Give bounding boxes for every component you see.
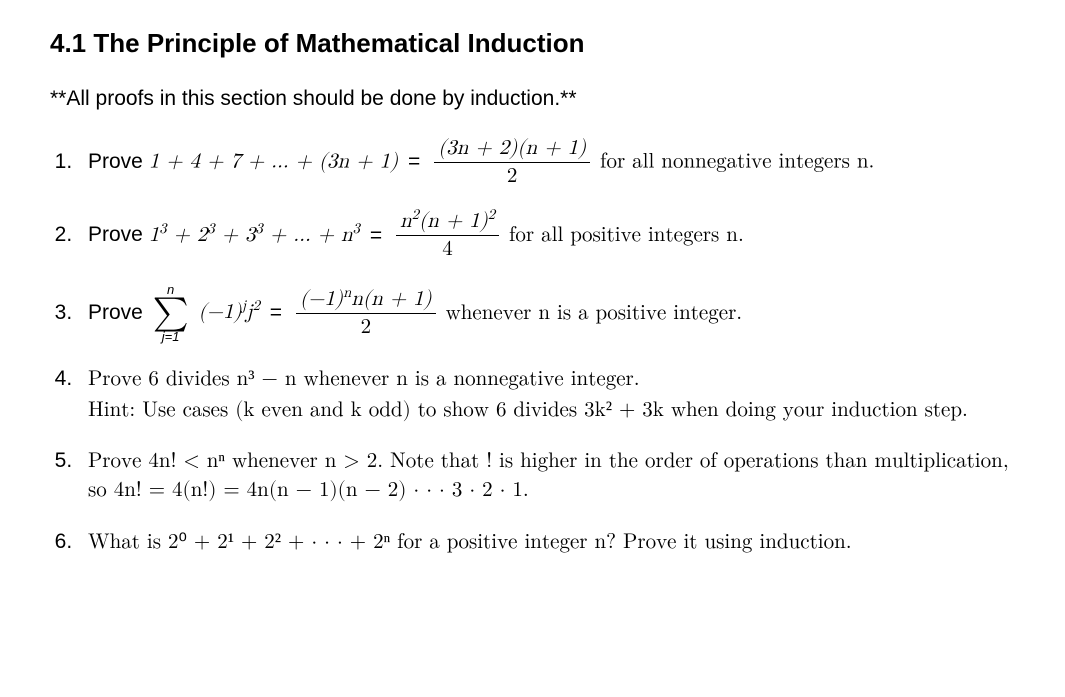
instruction-note: **All proofs in this section should be d… <box>50 87 1015 111</box>
problem-item-1: Prove 1 + 4 + 7 + ... + (3n + 1) = (3n +… <box>78 137 1015 188</box>
problem-4-hint: Hint: Use cases (k even and k odd) to sh… <box>88 397 1015 425</box>
problem-item-3: Prove n ∑ j=1 (−1)jj2 = (−1)nn(n + 1) 2 … <box>78 283 1015 343</box>
problem-1-fraction: (3n + 2)(n + 1) 2 <box>434 137 590 188</box>
problem-1-lead: Prove <box>88 150 149 173</box>
sum-lower-limit: j=1 <box>153 330 189 343</box>
problem-3-fraction: (−1)nn(n + 1) 2 <box>296 288 436 339</box>
section-title: 4.1 The Principle of Mathematical Induct… <box>50 28 1015 59</box>
problem-5-statement: Prove 4n! < nⁿ whenever n > 2. Note that… <box>88 451 1009 501</box>
equals-sign: = <box>270 301 288 324</box>
document-page: 4.1 The Principle of Mathematical Induct… <box>0 0 1065 607</box>
problem-3-summand: (−1)jj2 <box>198 302 259 323</box>
problem-2-lead: Prove <box>88 223 149 246</box>
fraction-denominator: 2 <box>296 314 436 339</box>
problem-2-trail: for all positive integers n. <box>509 223 744 246</box>
problem-2-fraction: n2(n + 1)2 4 <box>396 210 499 261</box>
problem-4-statement: Prove 6 divides n³ − n whenever n is a n… <box>88 369 640 390</box>
problem-1-trail: for all nonnegative integers n. <box>600 151 874 172</box>
equals-sign: = <box>408 150 426 173</box>
problem-3-trail: whenever n is a positive integer. <box>446 301 743 324</box>
summation-symbol: n ∑ j=1 <box>153 283 189 343</box>
problem-3-lead: Prove <box>88 301 149 324</box>
fraction-numerator: (−1)nn(n + 1) <box>296 288 436 314</box>
problem-item-2: Prove 13 + 23 + 33 + ... + n3 = n2(n + 1… <box>78 210 1015 261</box>
fraction-denominator: 4 <box>396 236 499 261</box>
problem-item-4: Prove 6 divides n³ − n whenever n is a n… <box>78 365 1015 425</box>
problem-item-5: Prove 4n! < nⁿ whenever n > 2. Note that… <box>78 447 1015 506</box>
equals-sign: = <box>370 224 388 247</box>
sum-upper-limit: n <box>153 283 189 296</box>
sigma-icon: ∑ <box>153 296 189 330</box>
fraction-denominator: 2 <box>434 163 590 188</box>
problem-2-lhs: 13 + 23 + 33 + ... + n3 <box>149 225 360 246</box>
problem-6-statement: What is 2⁰ + 2¹ + 2² + · · · + 2ⁿ for a … <box>88 532 852 553</box>
fraction-numerator: n2(n + 1)2 <box>396 210 499 236</box>
problem-1-lhs: 1 + 4 + 7 + ... + (3n + 1) <box>149 151 398 172</box>
fraction-numerator: (3n + 2)(n + 1) <box>434 137 590 163</box>
problem-list: Prove 1 + 4 + 7 + ... + (3n + 1) = (3n +… <box>50 137 1015 557</box>
problem-item-6: What is 2⁰ + 2¹ + 2² + · · · + 2ⁿ for a … <box>78 528 1015 557</box>
